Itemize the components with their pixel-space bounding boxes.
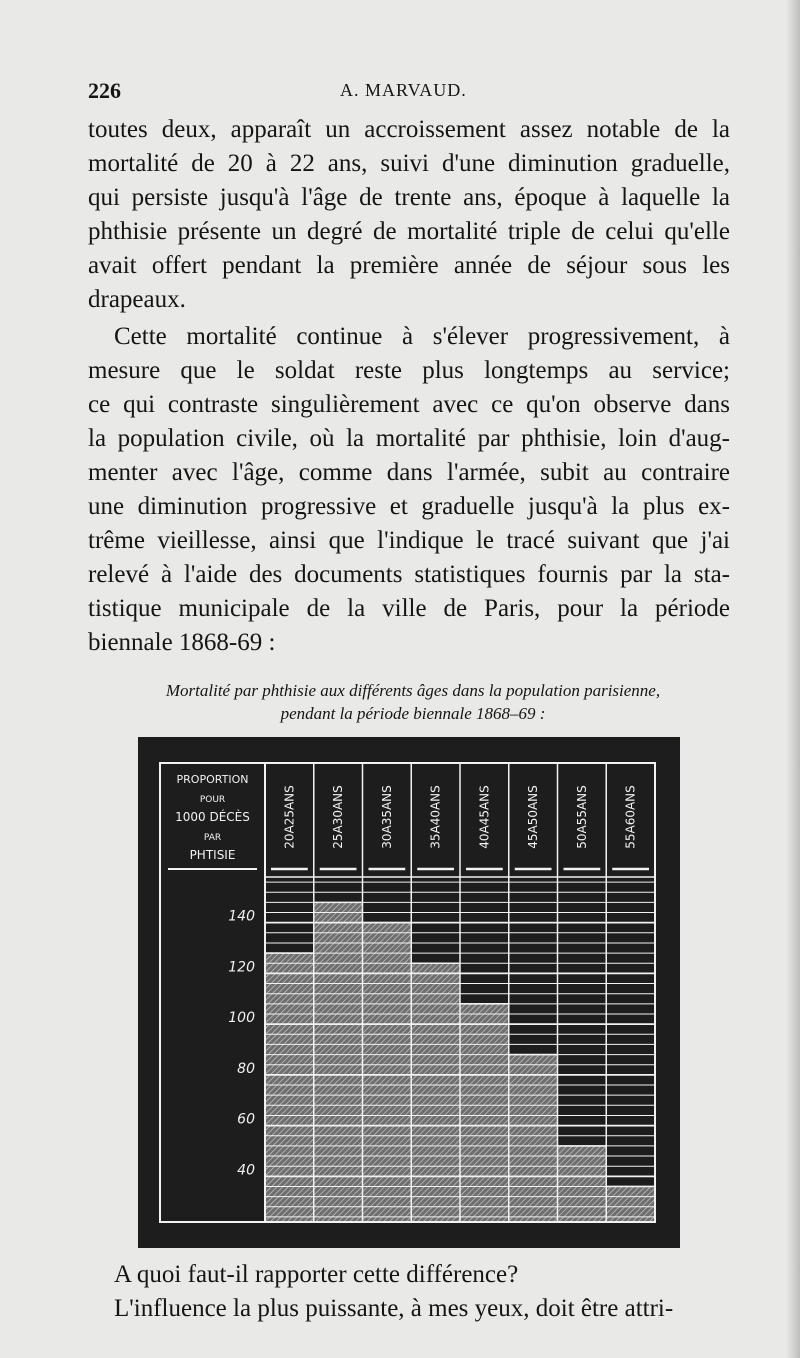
mortality-bar-chart: PROPORTION POUR 1000 DÉCÈS PAR PHTISIE 20A25… bbox=[159, 762, 656, 1223]
y-tick-label: 140 bbox=[228, 909, 255, 925]
y-tick-label: 60 bbox=[237, 1112, 255, 1128]
page-number: 226 bbox=[88, 78, 121, 103]
running-head: A. MARVAUD. bbox=[340, 80, 467, 100]
text-line: une diminution progressive et graduelle … bbox=[88, 493, 730, 520]
frame-border bbox=[159, 762, 656, 1223]
column-header-6: 50A55ANS bbox=[575, 785, 589, 849]
y-tick-label: 40 bbox=[237, 1162, 255, 1178]
text-line: avait offert pendant la première année d… bbox=[88, 252, 730, 279]
y-tick-label: 120 bbox=[228, 959, 255, 975]
figure-caption-line-2: pendant la période biennale 1868–69 : bbox=[280, 704, 546, 723]
column-header-5: 45A50ANS bbox=[526, 785, 540, 849]
chart-frame bbox=[159, 762, 656, 1223]
text-line: trême vieillesse, ainsi que l'indique le… bbox=[88, 527, 730, 554]
page-edge-shadow bbox=[786, 0, 800, 1358]
y-tick-label: 80 bbox=[237, 1061, 255, 1077]
text-line: A quoi faut-il rapporter cette différenc… bbox=[114, 1261, 519, 1288]
text-line: toutes deux, apparaît un accroissement a… bbox=[88, 116, 730, 143]
y-axis-title-line: 1000 DÉCÈS bbox=[175, 809, 250, 824]
chart-panel: PROPORTION POUR 1000 DÉCÈS PAR PHTISIE 20A25… bbox=[138, 737, 680, 1248]
bar-4 bbox=[460, 1003, 509, 1222]
bar-1 bbox=[313, 902, 363, 1222]
column-header-2: 30A35ANS bbox=[380, 785, 394, 849]
text-line: L'influence la plus puissante, à mes yeu… bbox=[114, 1295, 674, 1322]
bar-3 bbox=[411, 963, 460, 1222]
y-tick-label: 100 bbox=[228, 1010, 255, 1026]
column-header-3: 35A40ANS bbox=[429, 785, 443, 849]
column-header-7: 55A60ANS bbox=[624, 785, 638, 849]
y-axis-title-line: POUR bbox=[200, 795, 225, 805]
text-line: tistique municipale de la ville de Paris… bbox=[88, 595, 730, 622]
text-line: menter avec l'âge, comme dans l'armée, s… bbox=[88, 459, 730, 486]
text-line: mortalité de 20 à 22 ans, suivi d'une di… bbox=[88, 150, 730, 177]
column-header-0: 20A25ANS bbox=[282, 785, 296, 849]
y-axis-title-line: PAR bbox=[204, 833, 221, 843]
text-line: qui persiste jusqu'à l'âge de trente ans… bbox=[88, 184, 730, 211]
bar-6 bbox=[557, 1145, 607, 1222]
text-line: la population civile, où la mortalité pa… bbox=[88, 425, 730, 452]
column-header-1: 25A30ANS bbox=[331, 785, 345, 849]
y-axis-title: PROPORTION POUR 1000 DÉCÈS PAR PHTISIE bbox=[175, 773, 250, 862]
page-header: 226 A. MARVAUD. bbox=[88, 78, 730, 108]
y-axis-title-line: PROPORTION bbox=[177, 773, 249, 786]
figure-caption-line-1: Mortalité par phthisie aux différents âg… bbox=[165, 681, 661, 700]
column-headers: 20A25ANS 25A30ANS 30A35ANS 35A40ANS 40A45ANS… bbox=[271, 763, 649, 1222]
text-line: drapeaux. bbox=[88, 286, 186, 313]
text-line: Cette mortalité continue à s'élever prog… bbox=[114, 323, 730, 350]
bar-5 bbox=[508, 1054, 558, 1222]
text-line: biennale 1868-69 : bbox=[88, 629, 276, 656]
text-line: mesure que le soldat reste plus longtemp… bbox=[88, 357, 730, 384]
bar-7 bbox=[606, 1186, 655, 1222]
column-header-4: 40A45ANS bbox=[477, 785, 491, 849]
text-line: ce qui contraste singulièrement avec ce … bbox=[88, 391, 730, 418]
y-tick-labels: 140 120 100 80 60 40 bbox=[228, 909, 255, 1179]
text-line: phthisie présente un degré de mortalité … bbox=[88, 218, 730, 245]
y-axis-title-line: PHTISIE bbox=[190, 848, 236, 862]
text-line: relevé à l'aide des documents statistiqu… bbox=[88, 561, 730, 588]
